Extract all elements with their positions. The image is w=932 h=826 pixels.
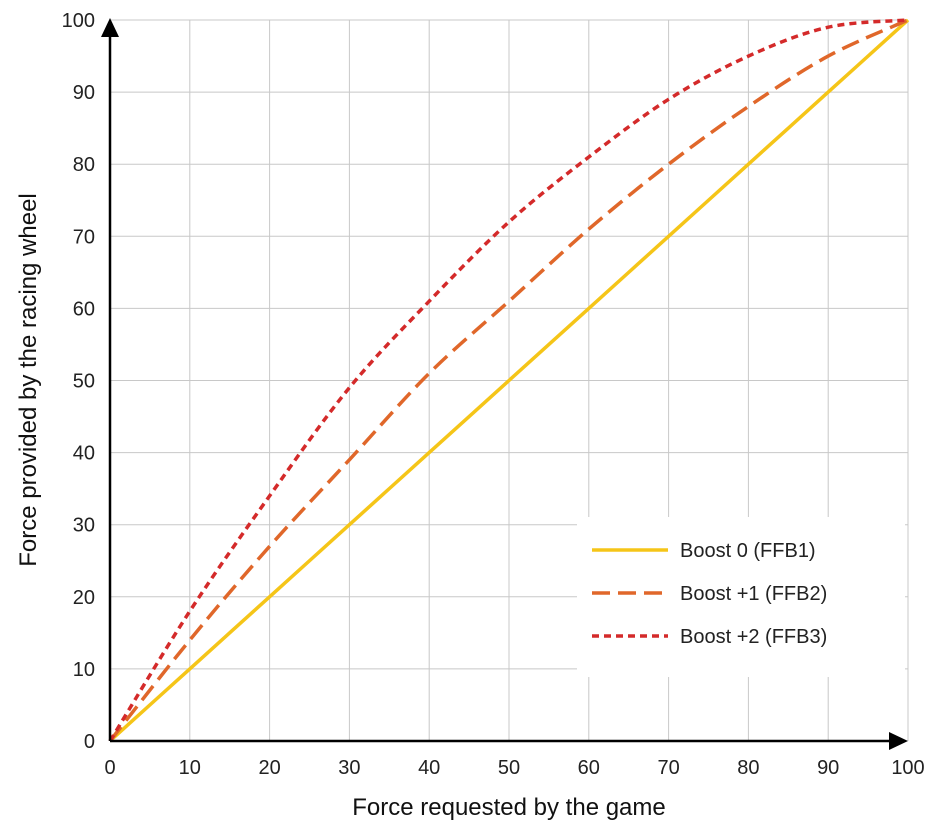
legend-label-2: Boost +1 (FFB2)	[680, 583, 827, 605]
x-tick-label: 10	[179, 757, 201, 779]
y-tick-label: 80	[73, 154, 95, 176]
series-line-1	[108, 18, 910, 743]
x-axis-title: Force requested by the game	[352, 794, 666, 821]
x-axis-arrow	[889, 732, 908, 750]
y-tick-label: 0	[84, 731, 95, 753]
y-tick-label: 10	[73, 659, 95, 681]
legend-label-3: Boost +2 (FFB3)	[680, 626, 827, 648]
series-line-2	[108, 18, 909, 743]
y-axis-title: Force provided by the racing wheel	[15, 193, 42, 567]
x-tick-label: 0	[104, 757, 115, 779]
legend-box	[577, 517, 905, 677]
x-tick-label: 70	[657, 757, 679, 779]
y-tick-label: 90	[73, 82, 95, 104]
x-tick-label: 80	[737, 757, 759, 779]
y-tick-label: 50	[73, 371, 95, 393]
axes	[101, 18, 908, 750]
y-tick-label: 20	[73, 587, 95, 609]
x-tick-label: 20	[258, 757, 280, 779]
legend-label-1: Boost 0 (FFB1)	[680, 540, 816, 562]
x-tick-label: 40	[418, 757, 440, 779]
x-tick-label: 90	[817, 757, 839, 779]
series-line-3	[108, 18, 909, 742]
tick-labels: 0 10 20 30 40 50 60 70 80 90 100 0 10 20 30 40 50 60 70 80 9…	[62, 10, 925, 779]
y-tick-label: 60	[73, 298, 95, 320]
legend: Boost 0 (FFB1) Boost +1 (FFB2) Boost +2 (F…	[577, 517, 905, 677]
y-tick-label: 70	[73, 226, 95, 248]
series-layer	[108, 18, 910, 743]
y-tick-label: 100	[62, 10, 95, 32]
y-tick-label: 30	[73, 515, 95, 537]
x-tick-label: 100	[891, 757, 924, 779]
y-axis-arrow	[101, 18, 119, 37]
x-tick-label: 30	[338, 757, 360, 779]
y-tick-label: 40	[73, 443, 95, 465]
x-tick-label: 60	[578, 757, 600, 779]
x-tick-label: 50	[498, 757, 520, 779]
